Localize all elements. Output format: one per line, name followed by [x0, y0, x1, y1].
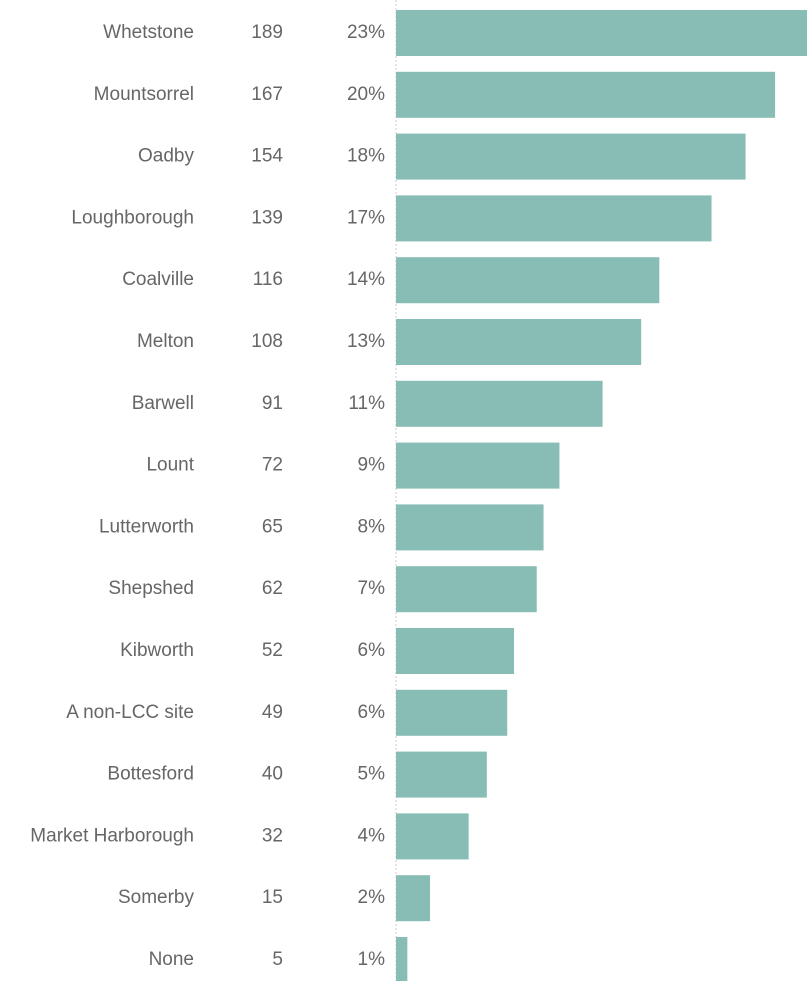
count-label: 5 [272, 949, 283, 970]
category-label: Barwell [132, 393, 194, 414]
category-label: None [149, 949, 194, 970]
category-label: Kibworth [120, 640, 194, 661]
bar [396, 380, 603, 427]
share-label: 4% [358, 825, 386, 846]
category-label: Melton [137, 331, 194, 352]
count-label: 49 [262, 702, 283, 723]
share-label: 23% [347, 22, 385, 43]
bar [396, 504, 544, 551]
category-label: Loughborough [71, 207, 194, 228]
share-label: 11% [348, 393, 385, 414]
count-label: 108 [251, 331, 283, 352]
category-label: Oadby [138, 146, 194, 167]
share-label: 8% [358, 516, 386, 537]
bar [396, 813, 469, 860]
category-label: Market Harborough [30, 825, 194, 846]
bar [396, 10, 807, 56]
bar [396, 442, 560, 489]
count-label: 91 [262, 393, 283, 414]
share-label: 9% [358, 455, 386, 476]
share-label: 1% [358, 949, 386, 970]
bar [396, 566, 537, 613]
count-label: 52 [262, 640, 283, 661]
count-label: 65 [262, 516, 283, 537]
bar [396, 875, 431, 922]
share-label: 18% [347, 146, 385, 167]
bar [396, 195, 712, 242]
bar [396, 319, 642, 365]
bar [396, 257, 660, 304]
share-label: 6% [358, 702, 386, 723]
bar [396, 751, 487, 798]
bar [396, 937, 408, 981]
category-label: Coalville [122, 269, 194, 290]
count-label: 32 [262, 825, 283, 846]
category-label: Somerby [118, 887, 195, 908]
count-label: 72 [262, 455, 283, 476]
count-label: 189 [251, 22, 283, 43]
bar [396, 689, 508, 736]
count-label: 167 [251, 84, 283, 105]
share-label: 17% [347, 207, 385, 228]
share-label: 2% [358, 887, 386, 908]
share-label: 13% [347, 331, 385, 352]
bar [396, 71, 776, 118]
count-label: 154 [251, 146, 283, 167]
bar [396, 628, 515, 674]
category-label: Whetstone [103, 22, 194, 43]
category-label: A non-LCC site [66, 702, 194, 723]
count-label: 15 [262, 887, 283, 908]
share-label: 7% [358, 578, 386, 599]
category-label: Lutterworth [99, 516, 194, 537]
count-label: 62 [262, 578, 283, 599]
category-label: Lount [146, 455, 194, 476]
count-label: 40 [262, 764, 283, 785]
share-label: 5% [358, 764, 386, 785]
count-label: 116 [253, 269, 283, 290]
share-label: 14% [347, 269, 385, 290]
count-label: 139 [251, 207, 283, 228]
share-label: 6% [358, 640, 386, 661]
share-label: 20% [347, 84, 385, 105]
bar [396, 133, 746, 180]
category-label: Bottesford [107, 764, 194, 785]
category-label: Shepshed [108, 578, 194, 599]
category-label: Mountsorrel [94, 84, 194, 105]
